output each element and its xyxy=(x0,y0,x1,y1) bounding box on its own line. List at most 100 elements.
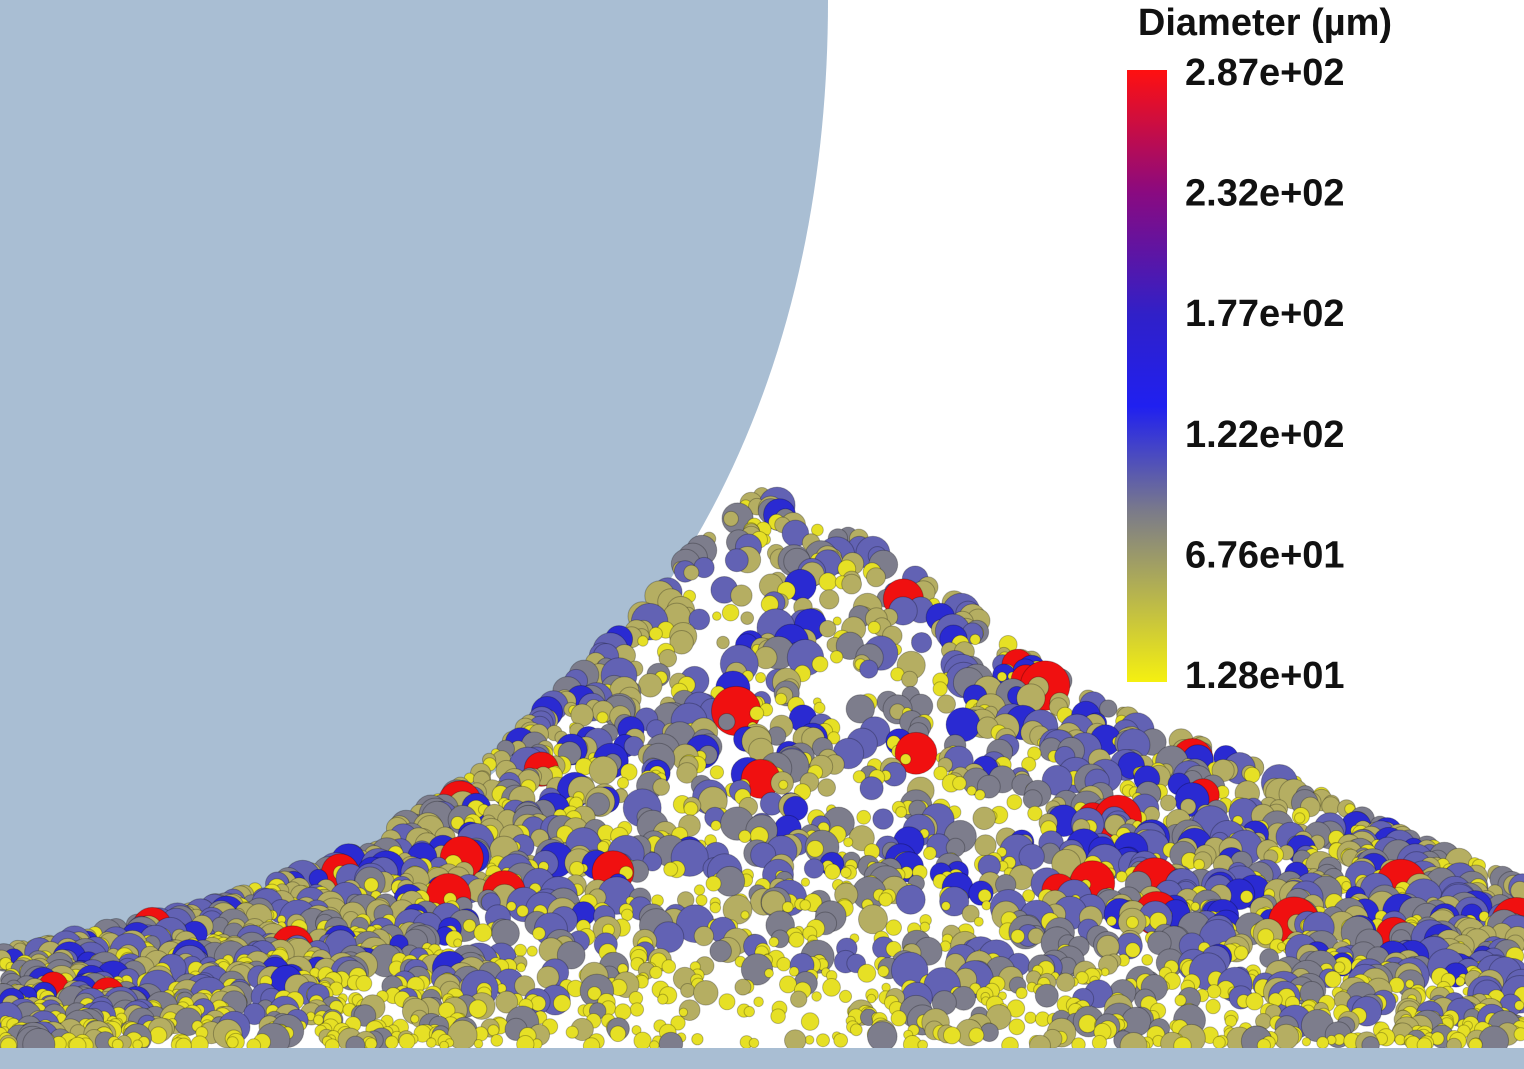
particle xyxy=(1125,915,1139,929)
legend-title: Diameter (µm) xyxy=(1138,2,1392,44)
particle xyxy=(877,965,890,978)
particle xyxy=(816,1033,830,1048)
particle xyxy=(717,713,736,731)
particle xyxy=(709,765,725,780)
particle xyxy=(803,858,825,879)
particle xyxy=(933,766,948,781)
particle xyxy=(716,635,730,650)
particle xyxy=(473,1039,484,1049)
particle xyxy=(776,956,792,972)
particle xyxy=(709,901,722,914)
particle xyxy=(827,731,841,745)
particle xyxy=(857,963,877,983)
particle xyxy=(818,572,838,592)
particle xyxy=(1021,756,1037,772)
legend-label: 1.77e+02 xyxy=(1185,293,1345,335)
particle xyxy=(743,1005,755,1018)
particle xyxy=(845,694,875,724)
particle xyxy=(973,916,984,927)
particle xyxy=(1091,1034,1108,1051)
particle xyxy=(1277,942,1287,952)
particle xyxy=(596,711,609,724)
particle xyxy=(890,1010,907,1027)
particle xyxy=(778,779,789,790)
particle xyxy=(788,931,805,948)
particle xyxy=(764,968,774,979)
particle xyxy=(858,904,888,935)
particle xyxy=(1018,843,1045,870)
particle xyxy=(1022,789,1043,810)
particle xyxy=(1455,976,1466,987)
particle xyxy=(800,1012,820,1031)
particle xyxy=(718,993,736,1011)
particle xyxy=(683,564,700,581)
particle xyxy=(633,1031,652,1051)
particle xyxy=(806,840,824,858)
particle xyxy=(526,945,538,957)
particle xyxy=(822,978,841,997)
particle xyxy=(923,846,937,861)
particle xyxy=(866,567,886,588)
particle xyxy=(616,776,630,790)
particle xyxy=(867,1021,898,1052)
color-bar xyxy=(1127,70,1167,682)
particle xyxy=(817,778,837,797)
particle xyxy=(588,755,619,786)
particle xyxy=(829,650,844,664)
particle xyxy=(799,899,812,911)
particle xyxy=(1224,1014,1238,1028)
particle xyxy=(721,603,740,622)
particle xyxy=(804,1035,815,1045)
particle xyxy=(1125,942,1141,958)
particle xyxy=(1239,890,1254,904)
particle xyxy=(683,801,699,817)
particle xyxy=(895,884,926,915)
particle xyxy=(637,635,649,647)
particle xyxy=(712,611,722,621)
particle xyxy=(652,921,685,953)
particle xyxy=(1174,994,1187,1007)
particle xyxy=(1024,1011,1037,1024)
particle xyxy=(730,584,753,607)
roller xyxy=(0,0,828,955)
particle xyxy=(974,789,986,801)
particle xyxy=(1193,858,1205,871)
particle xyxy=(1015,986,1028,1000)
particle xyxy=(1324,970,1342,988)
particle xyxy=(516,904,529,918)
legend-label: 1.28e+01 xyxy=(1185,655,1345,697)
particle xyxy=(856,809,872,825)
particle xyxy=(790,990,808,1008)
particle xyxy=(586,792,611,816)
particle xyxy=(781,901,794,913)
particle-bed xyxy=(0,486,1524,1062)
particle xyxy=(1316,1036,1330,1050)
particle xyxy=(398,1033,416,1050)
particle xyxy=(774,692,788,706)
particle xyxy=(977,888,992,903)
particle xyxy=(996,671,1008,682)
particle xyxy=(843,837,854,848)
particle xyxy=(669,630,694,655)
particle xyxy=(885,919,903,936)
particle xyxy=(658,649,678,668)
particle xyxy=(832,616,842,626)
particle xyxy=(981,900,992,911)
particle xyxy=(532,926,546,941)
particle xyxy=(652,778,671,796)
particle xyxy=(693,980,719,1006)
particle xyxy=(450,816,465,830)
particle xyxy=(723,510,739,527)
particle xyxy=(895,806,908,818)
particle xyxy=(849,1023,863,1037)
particle xyxy=(852,770,866,784)
particle xyxy=(695,894,708,907)
particle xyxy=(768,936,780,948)
particle xyxy=(1212,1035,1226,1050)
particle xyxy=(1205,998,1221,1015)
particle xyxy=(1034,983,1059,1008)
particle xyxy=(491,919,520,948)
particle xyxy=(724,548,749,573)
particle xyxy=(841,573,862,595)
particle xyxy=(784,1029,807,1052)
